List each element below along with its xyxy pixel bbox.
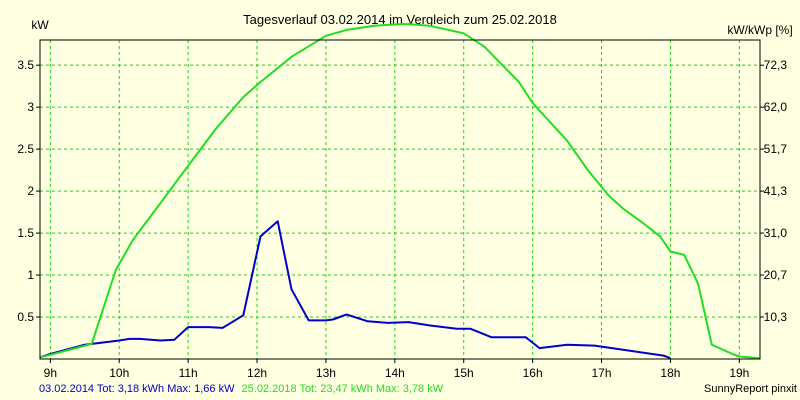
y-left-tick-label-5: 3 [27, 100, 34, 114]
series-line-2 [39, 23, 761, 360]
plot-frame [39, 39, 761, 360]
x-tick-label-2: 11h [179, 366, 198, 380]
x-tick-label-1: 10h [109, 366, 129, 380]
x-tick-label-6: 15h [454, 366, 474, 380]
y-axis-label-right: kW/kWp [%] [727, 23, 792, 37]
y-right-tick-label-3: 41,3 [764, 184, 788, 198]
x-tick-label-4: 13h [316, 366, 336, 380]
y-right-tick-label-1: 20,7 [764, 268, 788, 282]
footer-series-1: 03.02.2014 Tot: 3,18 kWh Max: 1,66 kW [39, 383, 235, 395]
x-tick-label-5: 14h [385, 366, 405, 380]
y-right-tick-label-6: 72,3 [764, 58, 788, 72]
footer-legend: 03.02.2014 Tot: 3,18 kWh Max: 1,66 kW 25… [39, 383, 444, 395]
plot-area [40, 40, 760, 359]
y-right-tick-label-0: 10,3 [764, 310, 788, 324]
y-left-tick-label-2: 1.5 [17, 226, 34, 240]
y-left-tick-label-4: 2.5 [17, 142, 34, 156]
grid-lines [40, 40, 760, 359]
x-tick-label-3: 12h [247, 366, 267, 380]
chart-title: Tagesverlauf 03.02.2014 im Vergleich zum… [243, 12, 557, 27]
y-right-tick-label-5: 62,0 [764, 100, 788, 114]
x-tick-label-8: 17h [592, 366, 612, 380]
axis-ticks: 9h 10h 11h 12h 13h 14h 15h 16h 17h 18h 19h 0.5 1 1.5 2… [17, 58, 787, 380]
y-left-tick-label-0: 0.5 [17, 310, 34, 324]
x-tick-label-7: 16h [523, 366, 543, 380]
x-tick-label-9: 18h [660, 366, 680, 380]
y-left-tick-label-6: 3.5 [17, 58, 34, 72]
series-lines [39, 23, 761, 360]
y-left-tick-label-1: 1 [27, 268, 34, 282]
credit-text: SunnyReport pinxit [704, 383, 797, 395]
y-right-tick-label-2: 31,0 [764, 226, 788, 240]
x-tick-label-0: 9h [44, 366, 57, 380]
series-line-1 [39, 220, 671, 360]
footer-series-2: 25.02.2018 Tot: 23,47 kWh Max: 3,78 kW [242, 383, 444, 395]
y-right-tick-label-4: 51,7 [764, 142, 788, 156]
x-tick-label-10: 19h [729, 366, 749, 380]
y-left-tick-label-3: 2 [27, 184, 34, 198]
y-axis-label-left: kW [31, 18, 49, 32]
